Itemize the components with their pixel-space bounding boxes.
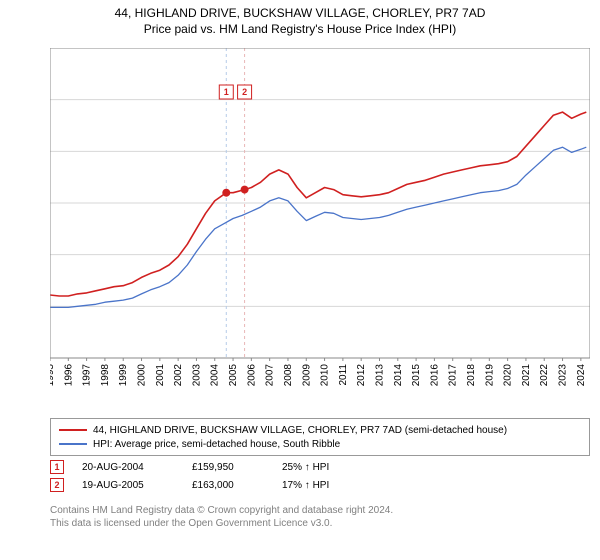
svg-text:2019: 2019 bbox=[484, 364, 495, 387]
svg-text:1999: 1999 bbox=[118, 364, 129, 387]
svg-text:2008: 2008 bbox=[283, 364, 294, 387]
legend-swatch-2 bbox=[59, 443, 87, 445]
svg-text:2004: 2004 bbox=[210, 364, 221, 387]
legend-label-1: 44, HIGHLAND DRIVE, BUCKSHAW VILLAGE, CH… bbox=[93, 425, 507, 436]
svg-text:2009: 2009 bbox=[301, 364, 312, 387]
marker-badge-1: 1 bbox=[50, 460, 64, 474]
svg-text:2011: 2011 bbox=[338, 364, 349, 386]
title-line-1: 44, HIGHLAND DRIVE, BUCKSHAW VILLAGE, CH… bbox=[0, 6, 600, 20]
svg-text:2012: 2012 bbox=[356, 364, 367, 387]
svg-text:2018: 2018 bbox=[466, 364, 477, 387]
svg-text:2024: 2024 bbox=[576, 364, 587, 387]
chart-document: 44, HIGHLAND DRIVE, BUCKSHAW VILLAGE, CH… bbox=[0, 0, 600, 560]
footer: Contains HM Land Registry data © Crown c… bbox=[50, 504, 590, 530]
marker-date-1: 20-AUG-2004 bbox=[82, 462, 192, 473]
svg-text:2007: 2007 bbox=[265, 364, 276, 387]
markers-table: 1 20-AUG-2004 £159,950 25% ↑ HPI 2 19-AU… bbox=[50, 458, 590, 494]
legend-row-2: HPI: Average price, semi-detached house,… bbox=[59, 437, 581, 451]
svg-text:2023: 2023 bbox=[558, 364, 569, 387]
svg-text:2001: 2001 bbox=[155, 364, 166, 387]
marker-delta-2: 17% ↑ HPI bbox=[282, 480, 402, 491]
marker-row-1: 1 20-AUG-2004 £159,950 25% ↑ HPI bbox=[50, 458, 590, 476]
svg-text:1: 1 bbox=[224, 87, 229, 97]
legend-box: 44, HIGHLAND DRIVE, BUCKSHAW VILLAGE, CH… bbox=[50, 418, 590, 456]
svg-text:1995: 1995 bbox=[50, 364, 56, 387]
svg-text:2016: 2016 bbox=[429, 364, 440, 387]
marker-price-1: £159,950 bbox=[192, 462, 282, 473]
svg-text:2010: 2010 bbox=[320, 364, 331, 387]
marker-price-2: £163,000 bbox=[192, 480, 282, 491]
svg-text:2017: 2017 bbox=[448, 364, 459, 387]
chart-area: £0£50K£100K£150K£200K£250K£300K199519961… bbox=[50, 48, 590, 388]
svg-text:2022: 2022 bbox=[539, 364, 550, 387]
legend-label-2: HPI: Average price, semi-detached house,… bbox=[93, 439, 340, 450]
svg-text:1998: 1998 bbox=[100, 364, 111, 387]
svg-text:2020: 2020 bbox=[503, 364, 514, 387]
marker-delta-1: 25% ↑ HPI bbox=[282, 462, 402, 473]
svg-text:2: 2 bbox=[242, 87, 247, 97]
svg-text:2006: 2006 bbox=[246, 364, 257, 387]
title-block: 44, HIGHLAND DRIVE, BUCKSHAW VILLAGE, CH… bbox=[0, 0, 600, 36]
footer-line-2: This data is licensed under the Open Gov… bbox=[50, 517, 590, 530]
legend-swatch-1 bbox=[59, 429, 87, 431]
svg-text:2005: 2005 bbox=[228, 364, 239, 387]
legend-row-1: 44, HIGHLAND DRIVE, BUCKSHAW VILLAGE, CH… bbox=[59, 423, 581, 437]
marker-badge-2: 2 bbox=[50, 478, 64, 492]
svg-text:2021: 2021 bbox=[521, 364, 532, 387]
marker-row-2: 2 19-AUG-2005 £163,000 17% ↑ HPI bbox=[50, 476, 590, 494]
marker-date-2: 19-AUG-2005 bbox=[82, 480, 192, 491]
footer-line-1: Contains HM Land Registry data © Crown c… bbox=[50, 504, 590, 517]
svg-text:1997: 1997 bbox=[82, 364, 93, 387]
svg-text:1996: 1996 bbox=[63, 364, 74, 387]
title-line-2: Price paid vs. HM Land Registry's House … bbox=[0, 22, 600, 36]
svg-text:2015: 2015 bbox=[411, 364, 422, 387]
svg-text:2003: 2003 bbox=[191, 364, 202, 387]
svg-text:2014: 2014 bbox=[393, 364, 404, 387]
svg-text:2000: 2000 bbox=[137, 364, 148, 387]
chart-svg: £0£50K£100K£150K£200K£250K£300K199519961… bbox=[50, 48, 590, 388]
svg-text:2002: 2002 bbox=[173, 364, 184, 387]
svg-text:2013: 2013 bbox=[374, 364, 385, 387]
